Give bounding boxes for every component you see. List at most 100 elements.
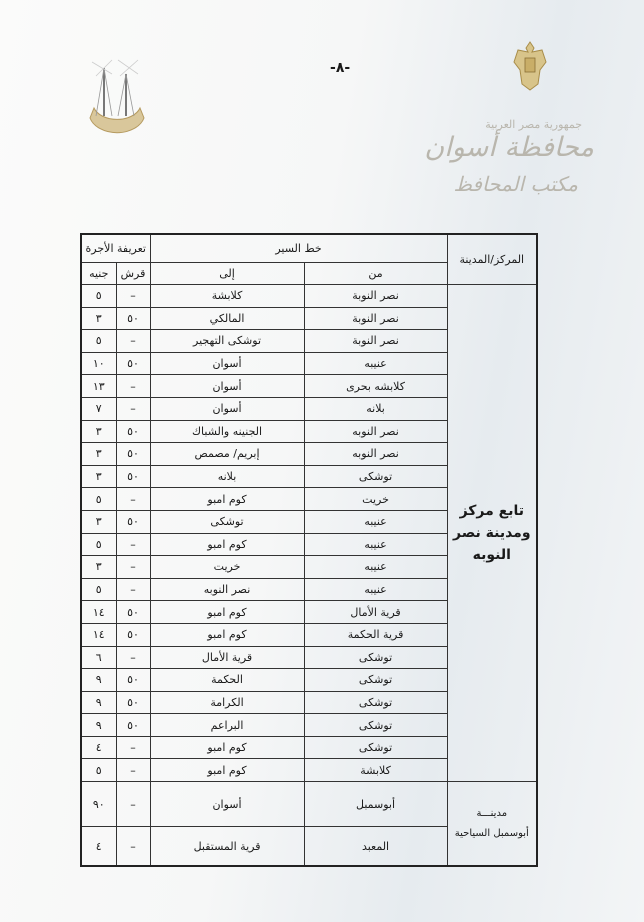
cell-piasters: – [115,758,151,783]
cell-piasters: – [115,284,151,308]
cell-piasters: ٥٠ [115,351,151,376]
table-row: عنيبه أسوان ٥٠ ١٠ [80,351,537,376]
cell-from: نصر النوبة [303,329,448,353]
cell-to: إبريم/ مصمص [149,442,305,466]
cell-pounds: ٩٠ [80,781,117,828]
cell-from: توشكى [303,645,448,670]
cell-piasters: ٥٠ [115,668,151,692]
cell-to: المالكي [149,306,305,331]
cell-piasters: ٥٠ [115,442,151,466]
cell-pounds: ٣ [80,419,117,444]
cell-from: المعبد [303,826,448,867]
egypt-eagle-emblem-icon [513,41,547,91]
cell-pounds: ١٠ [80,351,117,376]
cell-from: بلانه [303,396,448,421]
cell-from: نصر النوبه [303,442,448,466]
cell-piasters: ٥٠ [115,306,151,331]
district-name: تابع مركز ومدينة نصر النوبه [453,503,531,564]
cell-piasters: – [115,781,151,828]
letterhead-office: مكتب المحافظ [453,172,578,196]
cell-piasters: ٥٠ [115,600,151,624]
table-row: عنيبه كوم امبو –٥ [80,532,537,557]
cell-to: قرية المستقبل [149,826,305,867]
cell-pounds: ٩ [80,690,117,715]
table-row: عنيبه خريت –٣ [80,555,537,579]
table-row: بلانه أسوان –٧ [80,396,537,421]
cell-piasters: – [115,374,151,398]
cell-to: أسوان [149,396,305,421]
cell-pounds: ٥ [80,487,117,511]
cell-piasters: – [115,487,151,511]
cell-to: كوم امبو [149,735,305,760]
header-pounds: جنيه [80,262,117,285]
table-row: قرية الحكمة كوم امبو ٥٠ ١٤ [80,622,537,647]
cell-to: الحكمة [149,668,305,692]
aswan-governorate-logo-icon [89,59,145,134]
cell-from: توشكى [303,464,448,489]
page-number: -٨- [330,60,351,76]
cell-pounds: ٣ [80,464,117,489]
cell-from: نصر النوبة [303,306,448,331]
header-from: من [303,262,448,285]
cell-piasters: ٥٠ [115,509,151,534]
table-row: توشكى قرية الأمال –٦ [80,645,537,670]
letterhead-governorate: محافظة أسوان [424,132,594,163]
cell-piasters: – [115,396,151,421]
cell-to: نصر النوبه [149,577,305,602]
cell-pounds: ٥ [80,758,117,783]
district-cell: مدينـــة أبوسمبل السياحية [446,781,538,867]
cell-pounds: ١٣ [80,374,117,398]
cell-to: الكرامة [149,690,305,715]
cell-pounds: ٤ [80,735,117,760]
cell-pounds: ١٤ [80,622,117,647]
district-cell: تابع مركز ومدينة نصر النوبه [446,283,538,783]
cell-pounds: ٩ [80,713,117,737]
header-to: إلى [149,262,305,285]
cell-from: عنيبه [303,509,448,534]
cell-pounds: ٧ [80,396,117,421]
cell-from: أبوسمبل [303,781,448,828]
cell-to: توشكى التهجير [149,329,305,353]
cell-piasters: – [115,532,151,557]
cell-from: توشكى [303,713,448,737]
cell-pounds: ٥ [80,329,117,353]
letterhead-country: جمهورية مصر العربية [485,118,582,131]
cell-pounds: ٩ [80,668,117,692]
cell-pounds: ٥ [80,532,117,557]
cell-from: خريت [303,487,448,511]
cell-to: كلابشة [149,284,305,308]
cell-pounds: ٦ [80,645,117,670]
header-district: المركز/المدينة [446,233,538,285]
cell-to: قرية الأمال [149,645,305,670]
table-row: نصر النوبة توشكى التهجير –٥ [80,329,537,353]
cell-piasters: – [115,555,151,579]
cell-pounds: ٣ [80,306,117,331]
cell-pounds: ٥ [80,284,117,308]
cell-piasters: ٥٠ [115,464,151,489]
cell-to: أسوان [149,351,305,376]
header-route: خط السير [149,233,448,263]
cell-to: توشكى [149,509,305,534]
cell-from: كلابشه بحرى [303,374,448,398]
cell-pounds: ٤ [80,826,117,867]
cell-pounds: ٣ [80,509,117,534]
cell-from: توشكى [303,690,448,715]
header-piasters: قرش [115,262,151,285]
cell-pounds: ٣ [80,442,117,466]
cell-to: كوم امبو [149,622,305,647]
cell-from: نصر النوبه [303,419,448,444]
cell-to: كوم امبو [149,487,305,511]
cell-to: كوم امبو [149,600,305,624]
cell-from: عنيبه [303,351,448,376]
table-row: نصر النوبه إبريم/ مصمص ٥٠ ٣ [80,442,537,466]
cell-from: توشكى [303,735,448,760]
cell-to: كوم امبو [149,758,305,783]
cell-pounds: ٥ [80,577,117,602]
district-name: أبوسمبل السياحية [454,827,529,839]
cell-to: أسوان [149,374,305,398]
table-row: توشكى الكرامة ٥٠ ٩ [80,690,537,715]
table-row: عنيبه توشكى ٥٠ ٣ [80,509,537,534]
cell-piasters: – [115,735,151,760]
cell-from: قرية الحكمة [303,622,448,647]
header-fare: تعريفة الأجرة [80,233,151,263]
